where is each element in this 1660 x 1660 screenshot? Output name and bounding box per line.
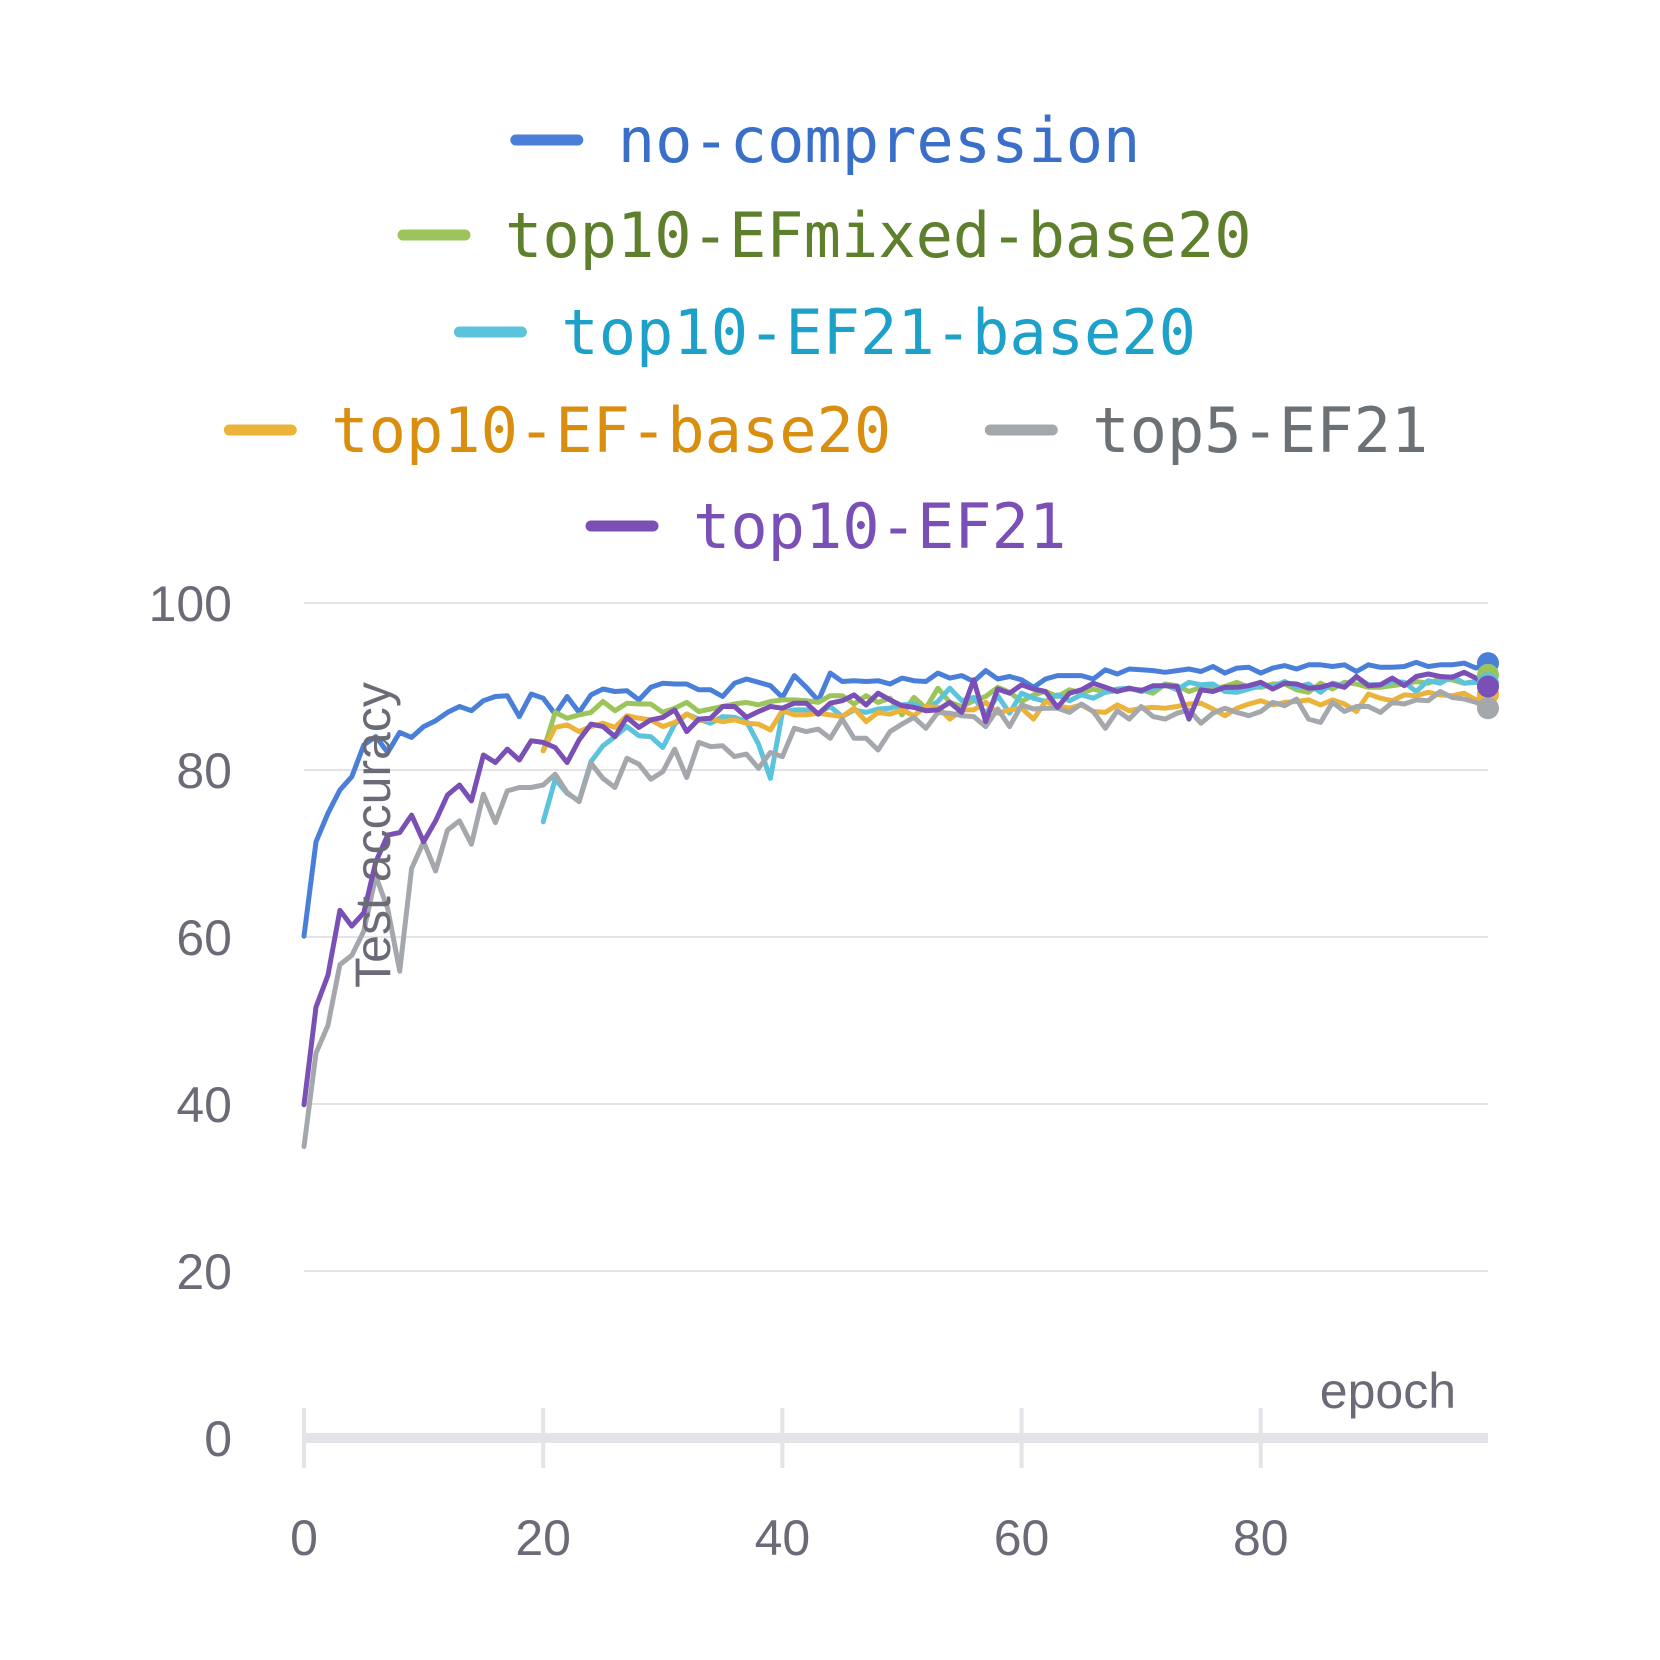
legend-item: top10-EFmixed-base20 <box>397 199 1252 272</box>
x-tick-label: 80 <box>1233 1510 1289 1566</box>
legend-label: no-compression <box>618 104 1141 177</box>
legend: no-compression top10-EFmixed-base20 top10-… <box>223 104 1428 563</box>
legend-item: top5-EF21 <box>984 394 1428 467</box>
series-lines <box>301 659 1491 1150</box>
y-tick-label: 100 <box>149 576 232 632</box>
series-end-marker-top10-EF21 <box>1477 675 1499 698</box>
y-axis-title: Test accuracy <box>345 682 401 988</box>
x-tick-label: 0 <box>290 1510 318 1566</box>
series-end-marker-top5-EF21 <box>1477 697 1499 720</box>
legend-item: top10-EF-base20 <box>223 394 891 467</box>
legend-label: top5-EF21 <box>1092 394 1428 467</box>
x-axis: 0 20 40 60 80 <box>290 1408 1488 1566</box>
y-tick-label: 40 <box>176 1077 232 1133</box>
x-tick-label: 40 <box>755 1510 811 1566</box>
legend-item: top10-EF21-base20 <box>453 296 1196 369</box>
legend-item: no-compression <box>510 104 1141 177</box>
y-tick-labels: 0 20 40 60 80 100 <box>149 576 232 1467</box>
legend-label: top10-EFmixed-base20 <box>505 199 1252 272</box>
legend-item: top10-EF21 <box>585 490 1066 563</box>
series-line-no-compression <box>301 659 1491 939</box>
series-end-markers <box>1477 652 1499 720</box>
series-line-top10-EFmixed-base20 <box>540 672 1491 754</box>
x-tick-label: 60 <box>994 1510 1050 1566</box>
legend-label: top10-EF21-base20 <box>561 296 1196 369</box>
series-line-top10-EF21 <box>301 669 1491 1108</box>
y-tick-label: 20 <box>176 1244 232 1300</box>
y-tick-label: 0 <box>204 1411 232 1467</box>
legend-label: top10-EF-base20 <box>331 394 891 467</box>
y-tick-label: 80 <box>176 743 232 799</box>
series-line-top5-EF21 <box>301 689 1491 1150</box>
x-tick-label: 20 <box>515 1510 571 1566</box>
legend-label: top10-EF21 <box>693 490 1066 563</box>
gridlines <box>304 602 1488 1272</box>
y-tick-label: 60 <box>176 910 232 966</box>
x-axis-title: epoch <box>1320 1363 1456 1419</box>
